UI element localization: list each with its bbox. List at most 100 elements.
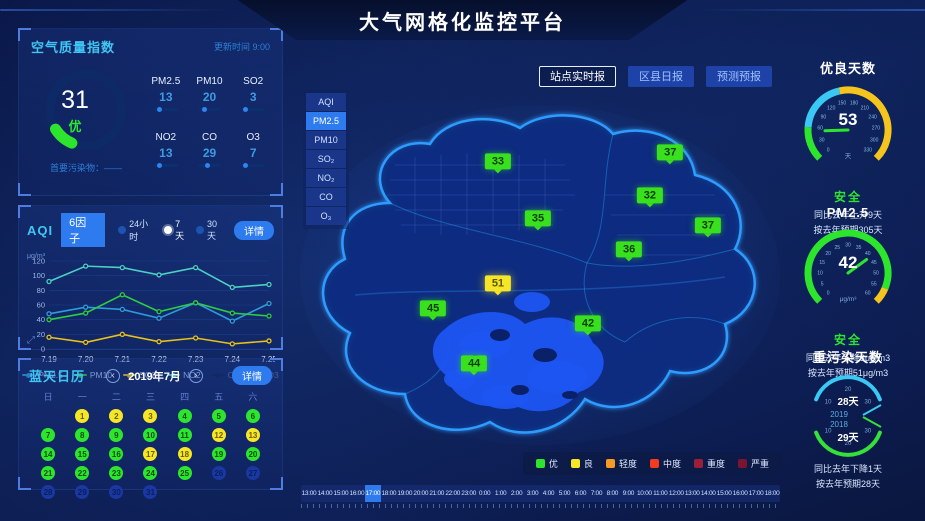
factor-badge[interactable]: 6因子 [61,213,106,247]
calendar-grid: 日一二三四五六 1 2 3 4 5 6 7 8 9 10 11 12 13 14 15 16 17 18 19 20 21… [19,388,282,505]
timeline-hour[interactable]: 2:00 [510,490,523,497]
legend-item[interactable]: PM2.5 [22,370,63,380]
trend-detail-button[interactable]: 详情 [234,220,274,240]
range-option[interactable]: 24小时 [118,217,157,243]
calendar-day[interactable]: 26 [202,466,236,480]
timeline-hour[interactable]: 18:00 [381,490,397,497]
pollutant-value: 29 [202,146,217,160]
timeline-hour[interactable]: 1:00 [494,490,507,497]
expand-icon[interactable]: ⤢ [27,335,35,346]
map-marker[interactable]: 51 [484,275,512,292]
legend-item[interactable]: SO2 [123,370,156,380]
calendar-day[interactable]: 28 [31,485,65,499]
layer-item[interactable]: NO₂ [306,169,346,187]
calendar-day[interactable]: 30 [99,485,133,499]
timeline-hour[interactable]: 23:00 [461,490,477,497]
layer-item[interactable]: PM2.5 [306,112,346,130]
timeline-hour[interactable]: 13:00 [684,490,700,497]
timeline-hour[interactable]: 4:00 [542,490,555,497]
timeline-hour[interactable]: 15:00 [333,490,349,497]
calendar-day[interactable]: 19 [202,447,236,461]
aqi-level-legend-item: 优 [535,457,558,470]
map-marker[interactable]: 45 [419,300,447,317]
map-marker[interactable]: 37 [657,144,684,161]
map-marker[interactable]: 32 [636,187,664,204]
map-marker[interactable]: 35 [524,210,552,227]
legend-item[interactable]: PM10 [73,370,112,380]
map-marker[interactable]: 36 [616,241,643,258]
calendar-day[interactable]: 4 [168,409,202,423]
report-tab[interactable]: 预测预报 [706,66,772,87]
calendar-day[interactable]: 11 [168,428,202,442]
calendar-day[interactable]: 25 [168,466,202,480]
timeline-hour[interactable]: 10:00 [636,490,652,497]
timeline-hour[interactable]: 14:00 [700,490,716,497]
timeline-hour[interactable]: 3:00 [526,490,539,497]
timeline-hour[interactable]: 16:00 [732,490,748,497]
range-option[interactable]: 7天 [164,219,189,242]
timeline-hour[interactable]: 22:00 [445,490,461,497]
calendar-day[interactable]: 9 [99,428,133,442]
timeline-hour[interactable]: 16:00 [349,490,365,497]
timeline-hour[interactable]: 21:00 [429,490,445,497]
svg-text:30: 30 [819,138,825,144]
map-marker[interactable]: 42 [574,315,602,332]
calendar-day[interactable]: 17 [133,447,167,461]
timeline-hour[interactable]: 13:00 [301,490,317,497]
timeline-hour[interactable]: 11:00 [653,490,668,497]
panel-corner [270,28,283,41]
report-tab[interactable]: 站点实时报 [539,66,616,87]
calendar-day[interactable]: 14 [31,447,65,461]
range-option[interactable]: 30天 [196,219,226,242]
timeline-hour[interactable]: 8:00 [606,490,619,497]
layer-item[interactable]: CO [306,188,346,206]
layer-item[interactable]: O₃ [306,207,346,225]
calendar-day[interactable]: 5 [202,409,236,423]
timeline-hour[interactable]: 20:00 [413,490,429,497]
calendar-day[interactable]: 16 [99,447,133,461]
calendar-day[interactable]: 3 [133,409,167,423]
timeline-hour[interactable]: 19:00 [397,490,413,497]
layer-item[interactable]: SO₂ [306,150,346,168]
calendar-day[interactable]: 23 [99,466,133,480]
calendar-day[interactable]: 20 [236,447,270,461]
calendar-day[interactable]: 8 [65,428,99,442]
layer-item[interactable]: PM10 [306,131,346,149]
timeline-hour[interactable]: 17:00 [364,485,381,502]
calendar-day[interactable]: 2 [99,409,133,423]
map-marker[interactable]: 44 [461,355,488,372]
map-marker[interactable]: 37 [694,217,721,234]
svg-text:40: 40 [865,251,871,257]
timeline-hour[interactable]: 12:00 [668,490,684,497]
timeline-hour[interactable]: 17:00 [748,490,764,497]
map-marker[interactable]: 33 [484,153,512,170]
report-tab[interactable]: 区县日报 [628,66,694,87]
calendar-day[interactable]: 10 [133,428,167,442]
calendar-day[interactable]: 15 [65,447,99,461]
layer-item[interactable]: AQI [306,93,346,111]
calendar-detail-button[interactable]: 详情 [232,366,273,385]
calendar-day[interactable]: 13 [236,428,270,442]
calendar-day[interactable]: 27 [236,466,270,480]
calendar-day[interactable]: 29 [65,485,99,499]
month-next-button[interactable]: › [188,368,203,383]
timeline-hour[interactable]: 5:00 [558,490,571,497]
calendar-day[interactable]: 22 [65,466,99,480]
calendar-day[interactable]: 1 [65,409,99,423]
calendar-day[interactable]: 7 [31,428,65,442]
timeline-hour[interactable]: 6:00 [574,490,587,497]
calendar-day[interactable]: 21 [31,466,65,480]
timeline-hour[interactable]: 15:00 [716,490,732,497]
timeline-hour[interactable]: 0:00 [478,490,491,497]
timeline-hour[interactable]: 7:00 [590,490,603,497]
calendar-day[interactable]: 12 [202,428,236,442]
month-prev-button[interactable]: ‹ [106,368,121,383]
timeline-hour[interactable]: 9:00 [622,490,635,497]
timeline-hour[interactable]: 18:00 [764,490,780,497]
calendar-day[interactable]: 31 [133,485,167,499]
calendar-day[interactable]: 24 [133,466,167,480]
calendar-day[interactable]: 18 [168,447,202,461]
calendar-day[interactable]: 6 [236,409,270,423]
timeline-hour[interactable]: 14:00 [317,490,333,497]
